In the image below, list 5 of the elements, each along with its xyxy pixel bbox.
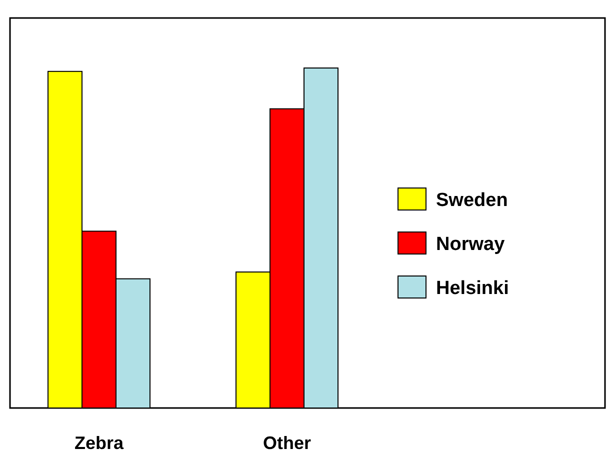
legend-label: Helsinki [436,278,509,299]
legend-label: Sweden [436,190,508,211]
x-tick-label: Zebra [74,432,124,453]
x-tick-label: Other [262,432,312,453]
legend-label: Norway [436,234,506,255]
